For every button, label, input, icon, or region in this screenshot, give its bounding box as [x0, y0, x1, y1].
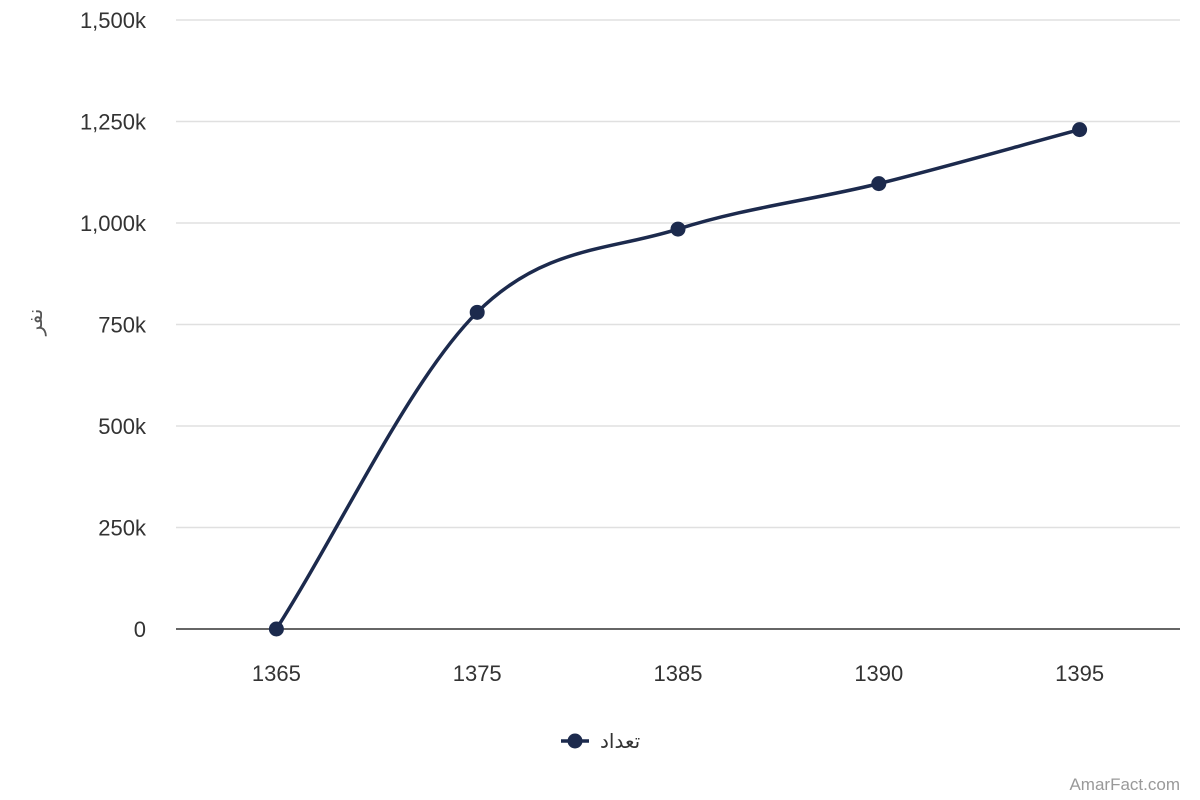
data-point[interactable]: [469, 304, 485, 320]
x-tick-label: 1385: [654, 661, 703, 686]
credit-text[interactable]: AmarFact.com: [1069, 775, 1180, 794]
y-tick-label: 1,250k: [80, 110, 147, 135]
series-points: [268, 122, 1088, 637]
legend-label: تعداد: [600, 729, 640, 753]
y-axis-ticks: 0 250k 500k 750k 1,000k 1,250k 1,500k: [80, 8, 147, 642]
data-point[interactable]: [268, 621, 284, 637]
y-tick-label: 250k: [98, 516, 147, 541]
x-tick-label: 1375: [453, 661, 502, 686]
gridlines: [176, 19, 1180, 529]
y-axis-label: نفر: [23, 309, 47, 337]
x-tick-label: 1395: [1055, 661, 1104, 686]
data-point[interactable]: [1072, 122, 1088, 138]
data-point[interactable]: [871, 176, 887, 192]
y-tick-label: 1,000k: [80, 211, 147, 236]
y-tick-label: 750k: [98, 313, 147, 338]
y-tick-label: 500k: [98, 414, 147, 439]
x-tick-label: 1390: [854, 661, 903, 686]
x-tick-label: 1365: [252, 661, 301, 686]
y-tick-label: 1,500k: [80, 8, 147, 33]
series-line: [274, 127, 1081, 630]
x-axis-ticks: 1365 1375 1385 1390 1395: [252, 661, 1104, 686]
data-point[interactable]: [670, 221, 686, 237]
legend[interactable]: تعداد: [561, 729, 640, 753]
y-tick-label: 0: [134, 617, 146, 642]
legend-marker: [567, 733, 583, 749]
